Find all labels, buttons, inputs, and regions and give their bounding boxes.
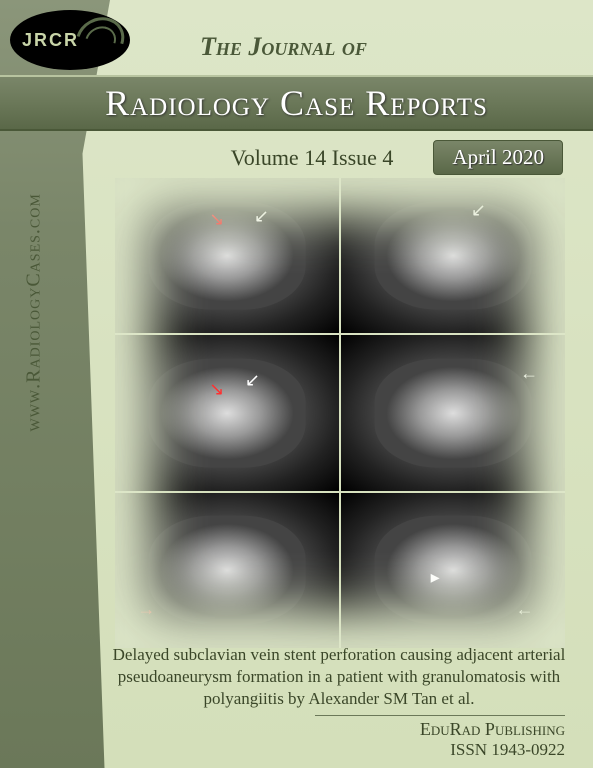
issue-line: Volume 14 Issue 4 April 2020: [231, 140, 563, 175]
website-url-vertical: www.RadiologyCases.com: [23, 193, 46, 431]
scan-panel-coronal-contrast: ↘ ↙: [115, 178, 339, 333]
scan-panel-angiogram-left: →: [115, 493, 339, 648]
journal-pretitle: The Journal of: [200, 32, 367, 62]
scan-panel-coronal-bone: ↙: [341, 178, 565, 333]
title-bar: Radiology Case Reports: [0, 75, 593, 131]
article-caption: Delayed subclavian vein stent perforatio…: [105, 644, 573, 710]
red-arrow-icon: ↘: [209, 209, 224, 230]
issn-number: ISSN 1943-0922: [420, 740, 565, 760]
footer-block: EduRad Publishing ISSN 1943-0922: [420, 719, 565, 760]
footer-divider: [315, 715, 565, 716]
logo-acronym: JRCR: [22, 30, 79, 51]
journal-logo-badge: JRCR: [10, 10, 130, 70]
logo-swirl-icon: [67, 10, 130, 70]
white-arrow-icon: ↙: [471, 200, 486, 221]
journal-title: Radiology Case Reports: [105, 82, 488, 124]
issue-date-badge: April 2020: [433, 140, 563, 175]
scan-panel-axial-bone: ←: [341, 335, 565, 490]
red-arrow-icon: ↘: [209, 379, 224, 400]
volume-issue-text: Volume 14 Issue 4: [231, 145, 394, 171]
red-arrow-icon: →: [137, 599, 155, 620]
white-arrow-icon: ↙: [254, 206, 269, 227]
scan-panel-angiogram-right: ▸ ←: [341, 493, 565, 648]
publisher-name: EduRad Publishing: [420, 719, 565, 740]
white-arrow-icon: ←: [520, 363, 538, 384]
white-arrow-icon: ←: [516, 599, 534, 620]
cover-figure-grid: ↘ ↙ ↙ ↘ ↙ ← → ▸ ←: [115, 178, 565, 648]
white-arrowhead-icon: ▸: [431, 567, 440, 588]
white-arrow-icon: ↙: [245, 370, 260, 391]
scan-panel-axial-contrast: ↘ ↙: [115, 335, 339, 490]
